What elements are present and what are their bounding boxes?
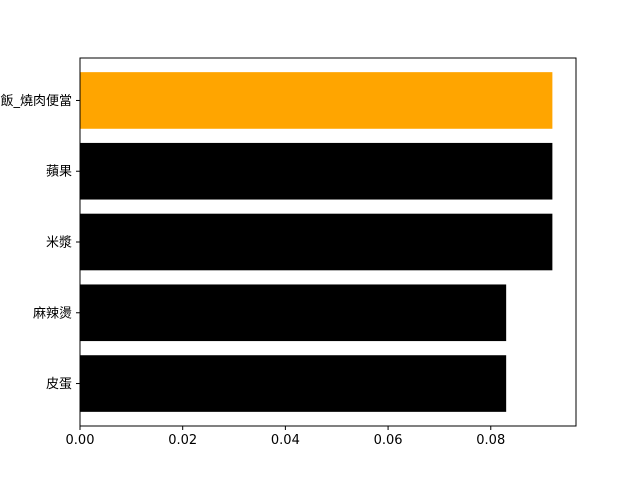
bar-4 (80, 72, 553, 129)
bar-0 (80, 355, 507, 412)
bar-1 (80, 284, 507, 342)
axes-layer: 皮蛋 麻辣燙 米漿 蘋果 飯_燒肉便當 0.00 0.02 0.04 0.06 0.08 (0, 57, 577, 448)
y-tick-label-1: 麻辣燙 (33, 306, 72, 321)
y-tick-label-2: 米漿 (46, 236, 72, 251)
bar-2 (80, 213, 553, 271)
x-tick-label-2: 0.04 (271, 433, 300, 448)
y-tick-label-4: 飯_燒肉便當 (0, 94, 72, 109)
x-tick-label-0: 0.00 (66, 433, 95, 448)
axes-frame (79, 57, 577, 427)
x-tick-label-4: 0.08 (476, 433, 505, 448)
x-tick-label-3: 0.06 (374, 433, 403, 448)
x-tick-label-1: 0.02 (168, 433, 197, 448)
bar-3 (80, 142, 553, 200)
y-tick-label-3: 蘋果 (46, 165, 72, 180)
bars-layer (80, 72, 553, 412)
y-tick-label-0: 皮蛋 (46, 377, 72, 392)
